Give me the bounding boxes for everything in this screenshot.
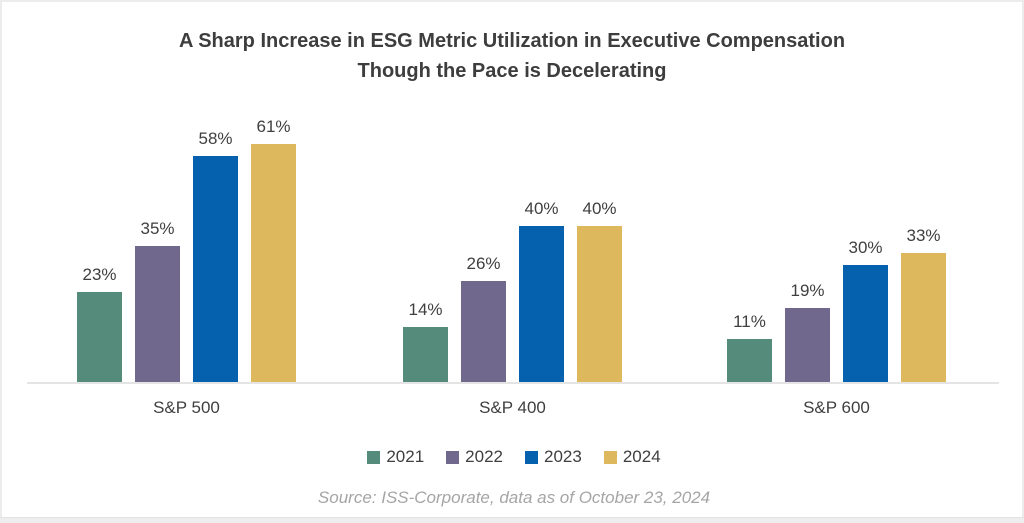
bar-value-label: 58% [198,128,233,148]
legend-item-2024: 2024 [603,447,661,467]
bar-value-label: 19% [790,280,825,300]
bar-column-2021: 14% [403,300,448,382]
plot-area: 23% 35% 58% 61% S&P 500 14% 26% 40% 40% S&P 400 11… [2,102,1024,422]
bar-column-2023: 58% [193,129,238,382]
legend-item-2021: 2021 [367,447,424,467]
chart-title-line2: Though the Pace is Decelerating [357,60,667,82]
category-group: 14% 26% 40% 40% S&P 400 [403,102,622,418]
category-label: S&P 400 [479,398,546,417]
bar-2021 [727,339,772,382]
bar-column-2022: 26% [461,254,506,382]
bar-2024 [901,253,946,382]
bar-2023 [519,226,564,382]
bar-value-label: 40% [582,199,617,218]
bar-groups: 23% 35% 58% 61% S&P 500 14% 26% 40% 40% S&P 400 11… [2,102,1024,422]
legend-item-2022: 2022 [446,447,503,467]
bar-2022 [135,245,180,382]
legend-swatch-icon [603,450,617,464]
bottom-strip [0,517,1024,523]
legend: 2021 2022 2023 2024 [2,447,1024,467]
bar-column-2024: 33% [901,226,946,382]
bars-row: 11% 19% 30% 33% [727,102,946,382]
legend-label: 2024 [622,447,661,466]
bar-value-label: 14% [408,300,443,320]
bar-column-2024: 61% [251,117,296,382]
legend-swatch-icon [525,450,538,464]
legend-label: 2023 [544,447,582,466]
category-group: 11% 19% 30% 33% S&P 600 [727,102,946,418]
bars-row: 23% 35% 58% 61% [77,102,296,382]
bar-2022 [461,280,506,382]
bar-column-2022: 35% [135,218,180,382]
bar-column-2021: 11% [727,312,772,382]
bar-value-label: 23% [82,265,117,285]
bar-2024 [251,144,296,382]
bar-column-2024: 40% [577,199,622,382]
bar-column-2021: 23% [77,265,122,382]
category-label: S&P 500 [153,398,220,417]
bar-2023 [843,265,888,382]
legend-label: 2021 [386,447,425,466]
bar-column-2023: 30% [843,238,888,382]
bar-2024 [577,226,622,382]
bar-value-label: 26% [466,253,501,273]
bar-2023 [193,155,238,382]
x-axis-line [27,382,999,384]
chart-title-line1: A Sharp Increase in ESG Metric Utilizati… [178,30,846,52]
legend-swatch-icon [367,450,381,464]
bar-value-label: 61% [256,117,291,137]
legend-item-2023: 2023 [525,447,582,467]
legend-swatch-icon [446,450,460,464]
chart-title: A Sharp Increase in ESG Metric Utilizati… [2,2,1022,86]
source-line: Source: ISS-Corporate, data as of Octobe… [317,488,711,507]
category-group: 23% 35% 58% 61% S&P 500 [77,102,296,418]
category-label: S&P 600 [803,398,870,417]
bar-2021 [403,327,448,382]
bars-row: 14% 26% 40% 40% [403,102,622,382]
bar-value-label: 35% [140,218,175,238]
bar-column-2023: 40% [519,199,564,382]
bar-value-label: 33% [906,226,941,246]
bar-2022 [785,307,830,382]
legend-label: 2022 [465,447,503,466]
bar-column-2022: 19% [785,281,830,382]
bar-value-label: 30% [848,238,883,257]
bar-2021 [77,292,122,382]
bar-value-label: 11% [733,312,766,332]
bar-value-label: 40% [524,199,559,218]
